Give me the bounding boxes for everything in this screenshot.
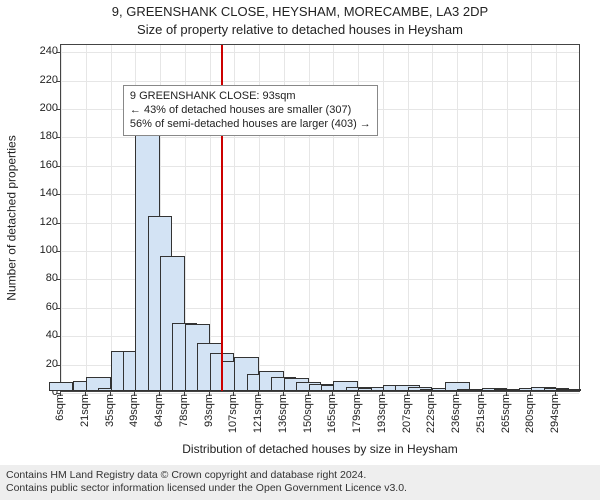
xtick-label: 265sqm xyxy=(500,394,512,433)
gridline-h xyxy=(61,81,579,82)
xtick-label: 49sqm xyxy=(128,394,140,427)
gridline-v xyxy=(457,45,458,391)
xtick-label: 121sqm xyxy=(252,394,264,433)
xtick-label: 165sqm xyxy=(326,394,338,433)
histogram-bar xyxy=(49,382,74,391)
footer: Contains HM Land Registry data © Crown c… xyxy=(0,465,600,500)
ytick-label: 160 xyxy=(26,159,58,171)
xtick-label: 78sqm xyxy=(178,394,190,427)
ytick-label: 120 xyxy=(26,216,58,228)
annotation-box: 9 GREENSHANK CLOSE: 93sqm← 43% of detach… xyxy=(123,85,378,136)
ytick-label: 220 xyxy=(26,74,58,86)
y-ticks: 020406080100120140160180200220240 xyxy=(24,44,60,392)
gridline-v xyxy=(408,45,409,391)
gridline-v xyxy=(86,45,87,391)
xtick-label: 6sqm xyxy=(54,394,66,421)
xtick-label: 193sqm xyxy=(376,394,388,433)
gridline-v xyxy=(111,45,112,391)
ytick-label: 200 xyxy=(26,102,58,114)
xtick-label: 294sqm xyxy=(549,394,561,433)
xtick-label: 236sqm xyxy=(450,394,462,433)
xtick-label: 179sqm xyxy=(351,394,363,433)
annotation-line: 56% of semi-detached houses are larger (… xyxy=(130,117,371,131)
ytick-label: 140 xyxy=(26,187,58,199)
xtick-label: 251sqm xyxy=(475,394,487,433)
ytick-label: 20 xyxy=(26,358,58,370)
ytick-label: 60 xyxy=(26,301,58,313)
gridline-v xyxy=(61,45,62,391)
annotation-line: ← 43% of detached houses are smaller (30… xyxy=(130,103,371,117)
annotation-line: 9 GREENSHANK CLOSE: 93sqm xyxy=(130,89,371,103)
xtick-label: 150sqm xyxy=(302,394,314,433)
ytick-label: 180 xyxy=(26,130,58,142)
y-axis-label: Number of detached properties xyxy=(4,44,20,392)
chart-title-line1: 9, GREENSHANK CLOSE, HEYSHAM, MORECAMBE,… xyxy=(0,4,600,19)
gridline-v xyxy=(556,45,557,391)
plot-area: 9 GREENSHANK CLOSE: 93sqm← 43% of detach… xyxy=(60,44,580,392)
gridline-v xyxy=(531,45,532,391)
xtick-label: 280sqm xyxy=(524,394,536,433)
x-ticks: 6sqm21sqm35sqm49sqm64sqm78sqm93sqm107sqm… xyxy=(60,392,580,442)
xtick-label: 136sqm xyxy=(277,394,289,433)
gridline-h xyxy=(61,52,579,53)
xtick-label: 21sqm xyxy=(79,394,91,427)
ytick-label: 240 xyxy=(26,45,58,57)
xtick-label: 107sqm xyxy=(227,394,239,433)
gridline-v xyxy=(482,45,483,391)
xtick-label: 93sqm xyxy=(203,394,215,427)
xtick-label: 64sqm xyxy=(153,394,165,427)
footer-line2: Contains public sector information licen… xyxy=(6,482,594,496)
ytick-label: 100 xyxy=(26,244,58,256)
x-axis-label: Distribution of detached houses by size … xyxy=(60,442,580,456)
ytick-label: 40 xyxy=(26,329,58,341)
gridline-v xyxy=(432,45,433,391)
histogram-bar xyxy=(556,389,581,391)
xtick-label: 207sqm xyxy=(401,394,413,433)
gridline-v xyxy=(507,45,508,391)
gridline-v xyxy=(383,45,384,391)
xtick-label: 222sqm xyxy=(425,394,437,433)
chart-title-line2: Size of property relative to detached ho… xyxy=(0,22,600,37)
footer-line1: Contains HM Land Registry data © Crown c… xyxy=(6,469,594,483)
ytick-label: 80 xyxy=(26,272,58,284)
xtick-label: 35sqm xyxy=(104,394,116,427)
